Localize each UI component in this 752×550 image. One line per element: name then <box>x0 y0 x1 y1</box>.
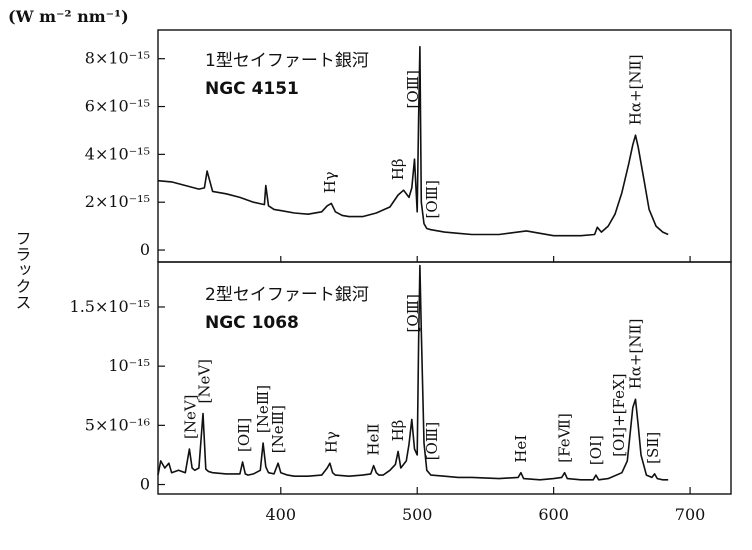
seyfert1-panel: 1型セイファート銀河 NGC 4151 8×10⁻¹⁵ 6×10⁻¹⁵ 4×10⁻¹… <box>85 29 732 263</box>
y-tick-label: 5×10⁻¹⁶ <box>85 415 150 434</box>
emission-line-label: Hα+[NⅡ] <box>627 318 645 389</box>
emission-line-label: Hγ <box>321 171 339 193</box>
y-tick-label: 0 <box>140 240 150 259</box>
y-tick-label: 6×10⁻¹⁵ <box>85 97 150 116</box>
y-tick-label: 2×10⁻¹⁵ <box>85 192 150 211</box>
emission-line-label: [OⅢ] <box>423 180 441 218</box>
emission-line-label: Hγ <box>322 431 340 453</box>
emission-line-label: [FeⅦ] <box>556 413 574 463</box>
emission-line-label: [NeⅢ] <box>269 405 287 453</box>
emission-line-label: [OⅡ] <box>235 418 253 452</box>
emission-line-label: [NeⅤ] <box>182 394 200 439</box>
emission-line-label: Hβ <box>389 158 407 180</box>
seyfert1-line-labels: Hγ Hβ [OⅢ] [OⅢ] Hα+[NⅡ] <box>321 54 645 218</box>
emission-line-label: HeⅡ <box>365 423 383 455</box>
seyfert2-panel: 2型セイファート銀河 NGC 1068 1.5×10⁻¹⁵ 10⁻¹⁵ 5×10⁻¹… <box>70 261 732 495</box>
y-tick-label: 10⁻¹⁵ <box>108 356 150 375</box>
seyfert1-y-ticks: 8×10⁻¹⁵ 6×10⁻¹⁵ 4×10⁻¹⁵ 2×10⁻¹⁵ 0 <box>85 49 165 259</box>
emission-line-label: HeⅠ <box>512 435 530 463</box>
seyfert2-y-ticks: 1.5×10⁻¹⁵ 10⁻¹⁵ 5×10⁻¹⁶ 0 <box>70 297 165 494</box>
flux-unit-label: (W m⁻² nm⁻¹) <box>8 7 129 26</box>
x-tick-label: 600 <box>538 505 569 524</box>
y-tick-label: 0 <box>140 475 150 494</box>
y-tick-label: 8×10⁻¹⁵ <box>85 49 150 68</box>
emission-line-label: [OⅢ] <box>404 294 422 332</box>
emission-line-label: Hα+[NⅡ] <box>627 54 645 125</box>
emission-line-label: [NeⅤ] <box>195 359 213 404</box>
emission-line-label: [SⅡ] <box>644 432 662 464</box>
seyfert2-galaxy-name: NGC 1068 <box>205 313 299 333</box>
emission-line-label: [NeⅢ] <box>254 385 272 433</box>
y-axis-label: フラックス <box>13 230 32 310</box>
x-tick-label: 500 <box>402 505 433 524</box>
y-tick-label: 1.5×10⁻¹⁵ <box>70 297 150 316</box>
emission-line-label: [OⅢ] <box>404 70 422 108</box>
spectrum-line <box>157 45 669 237</box>
x-tick-label: 700 <box>675 505 706 524</box>
x-tick-label: 400 <box>266 505 297 524</box>
emission-line-label: [OⅠ] <box>587 435 605 465</box>
x-axis-ticks: 400 500 600 700 <box>266 256 706 524</box>
seyfert1-spectrum <box>157 45 669 237</box>
spectrum-line <box>157 264 669 481</box>
seyfert1-title: 1型セイファート銀河 <box>205 51 369 71</box>
seyfert2-line-labels: [NeⅤ][NeⅤ][OⅡ][NeⅢ][NeⅢ] Hγ HeⅡ Hβ[OⅢ][OⅢ] H… <box>182 294 663 465</box>
emission-line-label: Hβ <box>389 420 407 442</box>
emission-line-label: [OⅠ]+[FeⅩ] <box>610 373 628 456</box>
emission-line-label: [OⅢ] <box>423 422 441 460</box>
seyfert1-galaxy-name: NGC 4151 <box>205 79 299 99</box>
y-tick-label: 4×10⁻¹⁵ <box>85 144 150 163</box>
seyfert2-plot-frame <box>157 261 732 495</box>
seyfert2-spectrum <box>157 264 669 481</box>
seyfert2-title: 2型セイファート銀河 <box>205 285 369 305</box>
